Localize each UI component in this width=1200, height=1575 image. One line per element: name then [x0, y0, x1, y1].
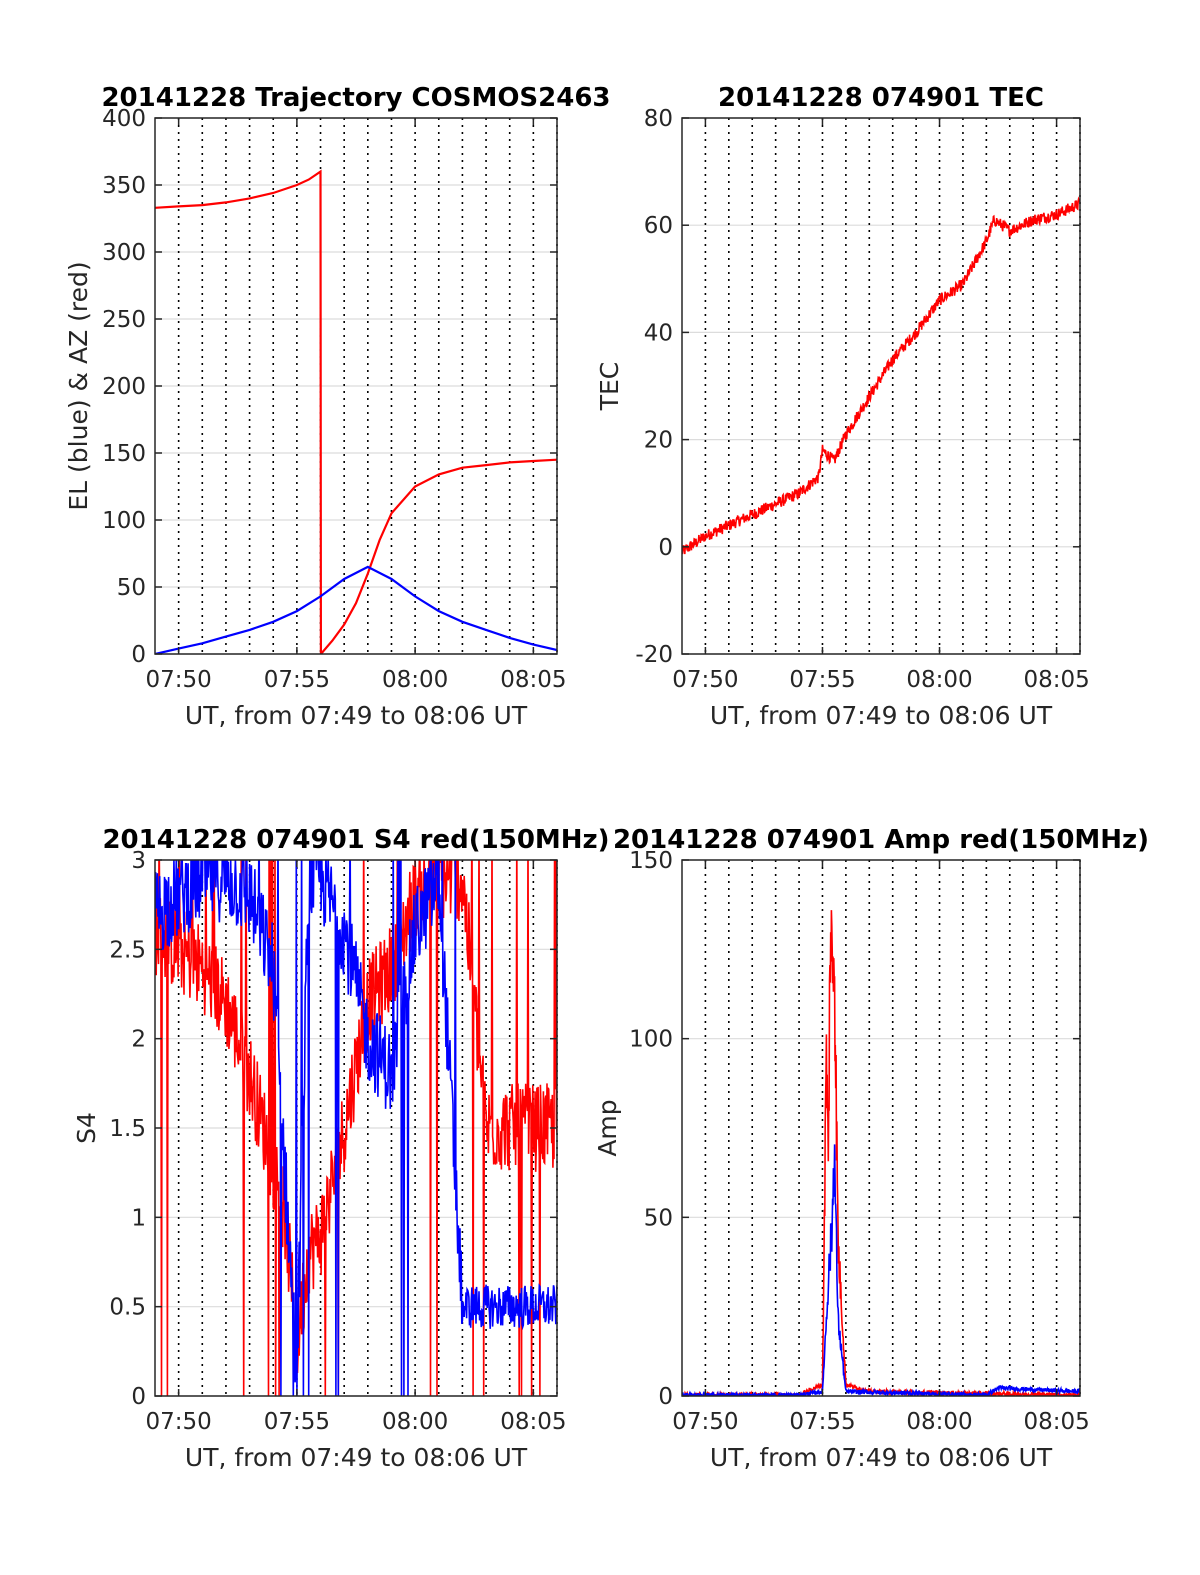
y-tick-label: 150 [629, 848, 673, 874]
y-axis-label: Amp [593, 1099, 622, 1156]
y-tick-label: 40 [644, 320, 673, 346]
y-tick-label: 200 [102, 374, 146, 400]
chart-trajectory: 0 50 100 150 200 250 300 350 400 07:50 07:55 08:00 0… [64, 83, 611, 730]
series-line-red [155, 169, 557, 654]
x-tick-label: 08:05 [500, 667, 566, 693]
x-tick-label: 07:55 [264, 667, 330, 693]
series-line-blue [155, 860, 557, 1396]
y-tick-label: 300 [102, 240, 146, 266]
chart-tec: -20 0 20 40 60 80 07:50 07:55 08:00 08:05 20141228… [595, 83, 1090, 730]
chart-title: 20141228 074901 Amp red(150MHz) [613, 825, 1149, 855]
x-tick-label: 07:50 [145, 667, 211, 693]
y-axis-label: EL (blue) & AZ (red) [64, 261, 93, 510]
y-tick-label: 60 [644, 213, 673, 239]
x-tick-label: 07:50 [672, 1409, 738, 1435]
y-tick-label: 100 [102, 508, 146, 534]
y-tick-label: 20 [644, 428, 673, 454]
x-tick-label: 07:55 [264, 1409, 330, 1435]
y-tick-label: 50 [644, 1205, 673, 1231]
axes-frame [681, 859, 1081, 1397]
series-group [155, 860, 557, 1396]
series-line-blue [682, 1144, 1080, 1396]
series-group [682, 196, 1080, 555]
y-tick-label: 1 [131, 1205, 146, 1231]
x-axis-label: UT, from 07:49 to 08:06 UT [185, 701, 528, 730]
y-tick-label: 0 [658, 535, 673, 561]
y-tick-label: 400 [102, 106, 146, 132]
y-tick-label: 1.5 [109, 1116, 146, 1142]
y-tick-label: 2.5 [109, 937, 146, 963]
y-tick-label: 50 [117, 575, 146, 601]
x-tick-label: 08:00 [382, 1409, 448, 1435]
axes-frame [681, 117, 1081, 655]
series-line-red [682, 196, 1080, 555]
x-tick-label: 08:05 [1023, 667, 1089, 693]
y-axis-label: TEC [595, 362, 624, 412]
chart-amp: 0 50 100 150 07:50 07:55 08:00 08:05 20141228 07… [593, 825, 1149, 1472]
y-tick-label: 250 [102, 307, 146, 333]
y-tick-label: 100 [629, 1027, 673, 1053]
y-tick-label: 350 [102, 173, 146, 199]
chart-title: 20141228 074901 S4 red(150MHz) [102, 825, 609, 855]
x-axis-label: UT, from 07:49 to 08:06 UT [185, 1443, 528, 1472]
x-tick-label: 07:55 [789, 1409, 855, 1435]
x-axis-label: UT, from 07:49 to 08:06 UT [710, 1443, 1053, 1472]
y-tick-label: 3 [131, 848, 146, 874]
y-tick-label: 2 [131, 1027, 146, 1053]
chart-title: 20141228 074901 TEC [718, 83, 1044, 113]
series-line-red [155, 860, 557, 1396]
x-tick-label: 07:50 [145, 1409, 211, 1435]
series-line-red [682, 910, 1080, 1396]
y-tick-label: 80 [644, 106, 673, 132]
series-group [155, 169, 557, 654]
x-axis-label: UT, from 07:49 to 08:06 UT [710, 701, 1053, 730]
x-tick-label: 07:50 [672, 667, 738, 693]
x-tick-label: 08:00 [906, 667, 972, 693]
y-tick-label: 0.5 [109, 1295, 146, 1321]
chart-title: 20141228 Trajectory COSMOS2463 [101, 83, 610, 113]
x-tick-label: 08:05 [1023, 1409, 1089, 1435]
y-tick-label: 0 [131, 1384, 146, 1410]
y-tick-label: 0 [131, 642, 146, 668]
x-tick-label: 08:05 [500, 1409, 566, 1435]
series-group [682, 910, 1080, 1396]
y-tick-label: -20 [635, 642, 673, 668]
x-tick-label: 08:00 [906, 1409, 972, 1435]
x-tick-label: 08:00 [382, 667, 448, 693]
x-tick-label: 07:55 [789, 667, 855, 693]
chart-s4: 0 0.5 1 1.5 2 2.5 3 07:50 07:55 08:00 08:05 2014122… [72, 825, 610, 1472]
y-tick-label: 0 [658, 1384, 673, 1410]
series-line-blue [155, 565, 557, 654]
y-axis-label: S4 [72, 1112, 101, 1144]
y-tick-label: 150 [102, 441, 146, 467]
